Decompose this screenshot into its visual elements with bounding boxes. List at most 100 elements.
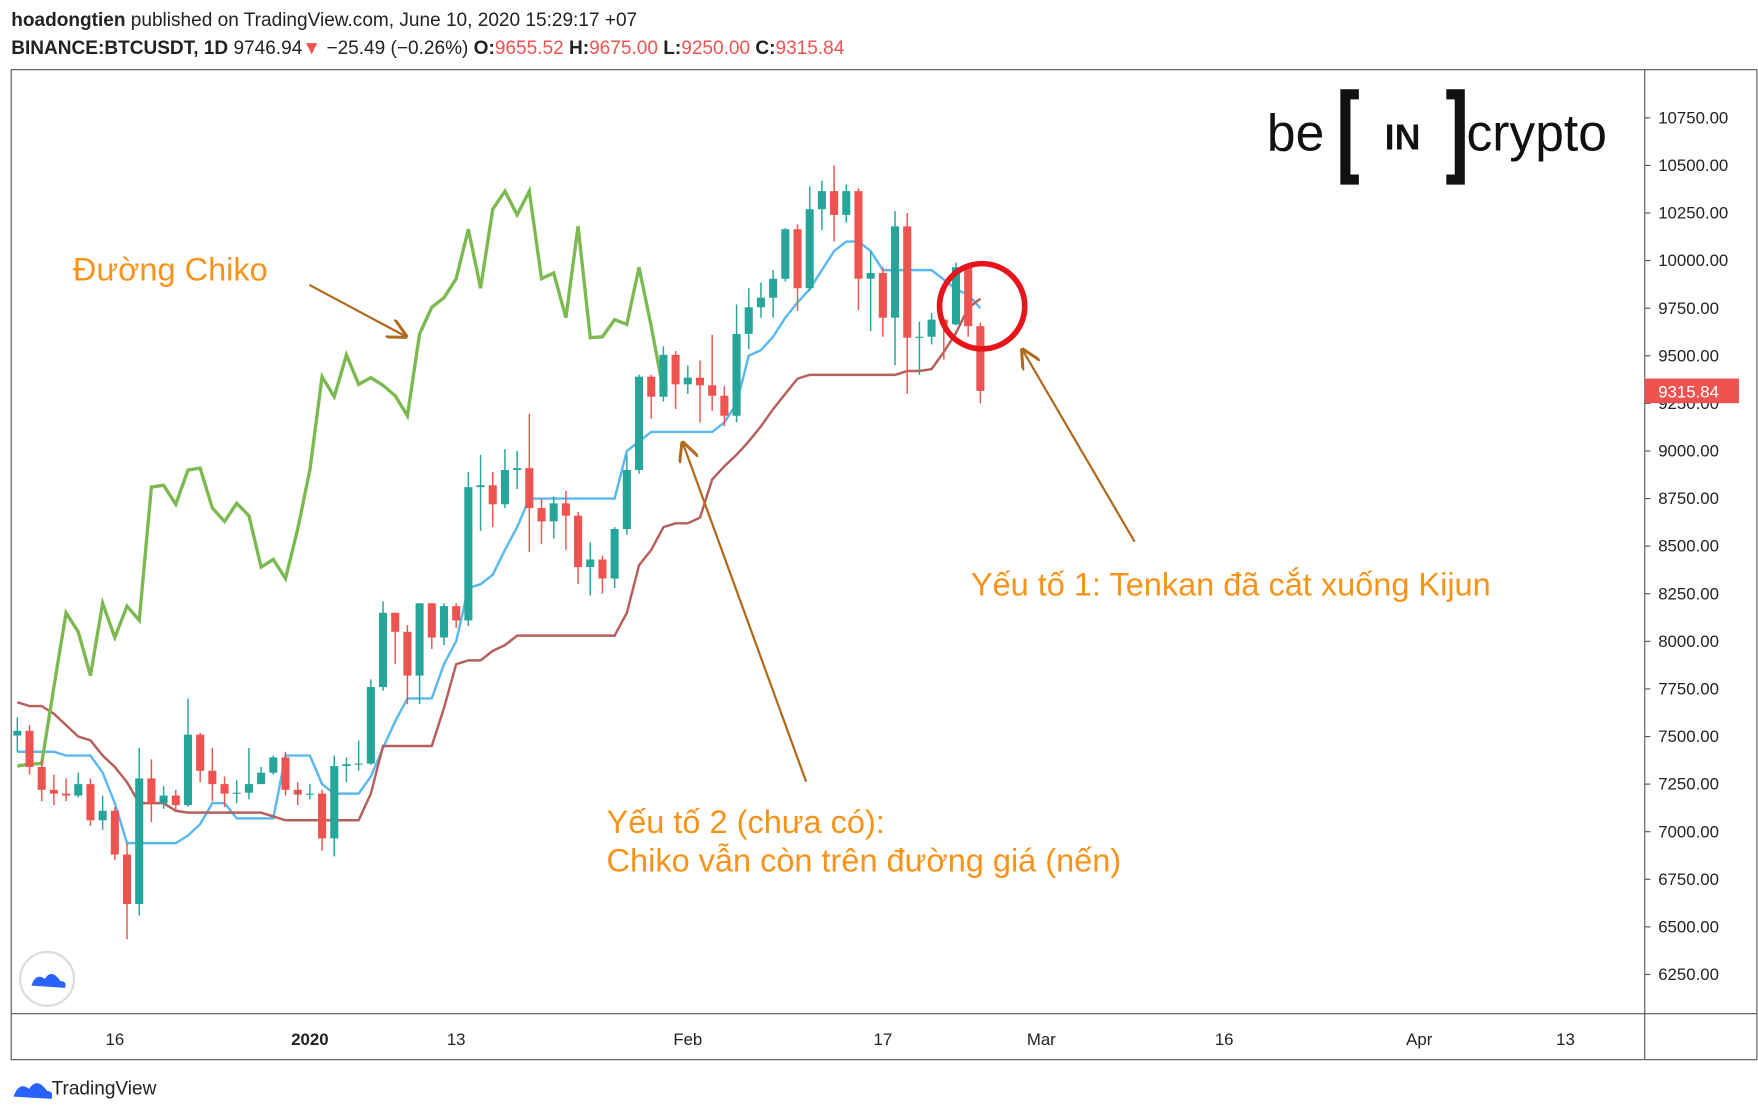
logo: be IN crypto xyxy=(1267,89,1607,185)
y-tick-label: 6500.00 xyxy=(1658,917,1719,936)
candle-body xyxy=(903,226,912,338)
logo-in: IN xyxy=(1385,117,1421,157)
candle-body xyxy=(208,770,217,785)
candle-body xyxy=(452,606,461,621)
candle-body xyxy=(574,515,583,568)
footer-icon xyxy=(13,1083,53,1099)
badge-icon[interactable] xyxy=(31,973,66,988)
candle-body xyxy=(927,319,936,337)
x-tick-label: Apr xyxy=(1406,1030,1433,1049)
candle-body xyxy=(769,278,778,298)
candle-body xyxy=(281,757,290,790)
c-label: C: xyxy=(755,38,775,59)
y-tick-label: 10750.00 xyxy=(1658,108,1728,127)
candle-body xyxy=(683,377,692,385)
published: published on TradingView.com, June 10, 2… xyxy=(131,10,637,31)
y-tick-label: 8250.00 xyxy=(1658,584,1719,603)
candle-body xyxy=(305,793,314,795)
candle-body xyxy=(744,307,753,334)
candle-body xyxy=(244,784,253,793)
candle-body xyxy=(915,336,924,338)
tv-badge[interactable] xyxy=(19,950,76,1007)
candle-body xyxy=(366,687,375,764)
highlight-circle xyxy=(936,260,1028,352)
candle-body xyxy=(513,468,522,471)
candle-body xyxy=(183,734,193,806)
candle-body xyxy=(13,730,22,736)
x-tick-label: 16 xyxy=(1215,1030,1234,1049)
l-label: L: xyxy=(663,38,681,59)
candle-body xyxy=(415,603,424,676)
candle-body xyxy=(964,267,973,327)
candle-body xyxy=(122,854,132,905)
last-price-label: 9315.84 xyxy=(1658,383,1719,402)
candle-body xyxy=(354,763,363,765)
candle-body xyxy=(86,784,95,821)
x-tick-label: 2020 xyxy=(291,1030,328,1049)
candle-body xyxy=(695,377,705,386)
y-tick-label: 10250.00 xyxy=(1658,204,1728,223)
indicator-line xyxy=(17,185,666,768)
candle-body xyxy=(232,792,241,794)
y-tick-label: 8750.00 xyxy=(1658,489,1719,508)
candle-body xyxy=(135,778,144,905)
candle-body xyxy=(171,795,180,806)
candle-body xyxy=(196,734,205,771)
candle-body xyxy=(659,354,668,397)
candle-body xyxy=(647,376,656,397)
arrow xyxy=(1023,350,1136,543)
candle-body xyxy=(561,503,570,516)
symbol: BINANCE:BTCUSDT, 1D xyxy=(11,38,228,59)
candle-body xyxy=(756,297,765,308)
candle-body xyxy=(500,470,509,505)
candle-body xyxy=(159,795,168,804)
candle-body xyxy=(854,191,863,279)
annotation-factor-2b: Chiko vẫn còn trên đường giá (nến) xyxy=(607,841,1122,878)
candle-body xyxy=(49,789,58,794)
candle-body xyxy=(257,772,266,785)
y-tick-label: 9500.00 xyxy=(1658,346,1719,365)
chart-frame xyxy=(10,69,1758,1061)
candle-body xyxy=(378,612,388,688)
h-value: 9675.00 xyxy=(589,38,658,59)
arrow xyxy=(308,283,405,337)
candle-body xyxy=(25,730,34,767)
candle-body xyxy=(951,267,961,325)
candle-body xyxy=(732,333,741,416)
y-tick-label: 9750.00 xyxy=(1658,299,1719,318)
logo-brackets xyxy=(1340,89,1465,185)
candle-body xyxy=(98,810,107,821)
change: −25.49 (−0.26%) xyxy=(326,38,468,59)
candle-body xyxy=(781,229,790,279)
y-tick-label: 9000.00 xyxy=(1658,442,1719,461)
h-label: H: xyxy=(569,38,589,59)
annotation-chiko: Đường Chiko xyxy=(73,251,268,287)
candle-body xyxy=(805,209,814,289)
candle-body xyxy=(342,764,351,767)
c-value: 9315.84 xyxy=(776,38,845,59)
y-tick-label: 6250.00 xyxy=(1658,965,1719,984)
candle-body xyxy=(610,529,619,579)
candle-body xyxy=(866,272,875,279)
candle-body xyxy=(62,793,71,796)
candle-body xyxy=(586,559,595,568)
l-value: 9250.00 xyxy=(681,38,750,59)
candle-body xyxy=(598,559,607,579)
candle-body xyxy=(37,766,46,790)
o-label: O: xyxy=(474,38,495,59)
candle-body xyxy=(293,789,302,795)
candle-body xyxy=(976,326,985,391)
arrow xyxy=(683,443,808,782)
candle-body xyxy=(878,272,887,318)
candle-body xyxy=(671,354,680,385)
candle-body xyxy=(403,631,412,676)
last: 9746.94 xyxy=(233,38,302,59)
plot: 6250.00 6500.00 6750.00 7000.00 7250.00 7500.… xyxy=(13,108,1728,1049)
footer-brand: TradingView xyxy=(52,1078,157,1099)
x-tick-label: Mar xyxy=(1027,1030,1056,1049)
last-price-tag xyxy=(1644,378,1739,404)
candle-body xyxy=(525,468,534,509)
candle-body xyxy=(74,784,83,796)
x-tick-label: 13 xyxy=(447,1030,466,1049)
candle-body xyxy=(476,485,485,488)
